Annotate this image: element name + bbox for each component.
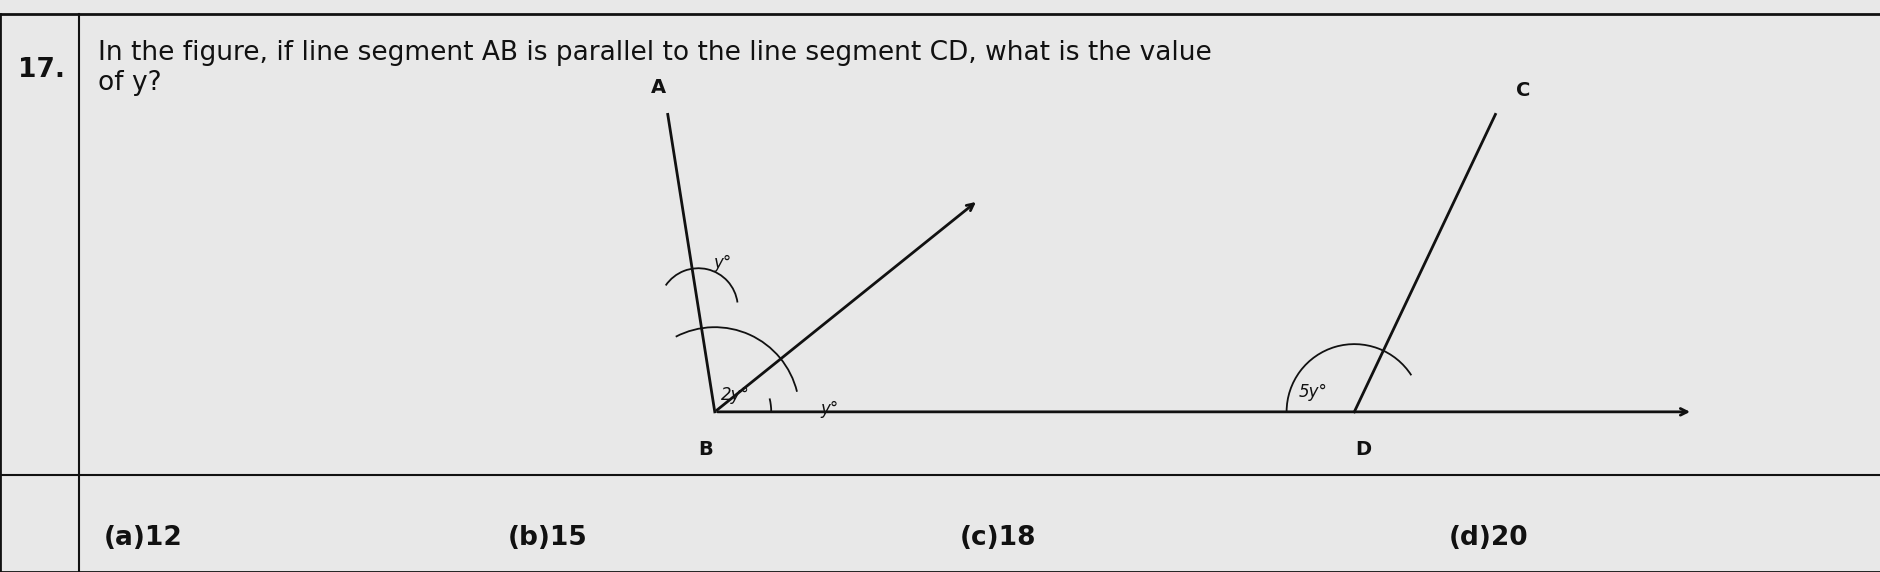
Text: (a)12: (a)12: [103, 525, 182, 551]
Text: (c)18: (c)18: [959, 525, 1036, 551]
Text: 2y°: 2y°: [720, 387, 750, 404]
Text: In the figure, if line segment AB is parallel to the line segment CD, what is th: In the figure, if line segment AB is par…: [98, 40, 1211, 96]
Text: 17.: 17.: [19, 57, 64, 83]
Text: y°: y°: [714, 254, 731, 272]
Text: (b)15: (b)15: [508, 525, 587, 551]
Text: 5y°: 5y°: [1297, 383, 1327, 400]
Text: D: D: [1355, 440, 1371, 459]
Text: B: B: [697, 440, 713, 459]
Text: A: A: [650, 78, 666, 97]
Text: (d)20: (d)20: [1448, 525, 1527, 551]
Text: y°: y°: [820, 400, 838, 418]
Text: C: C: [1515, 81, 1530, 100]
